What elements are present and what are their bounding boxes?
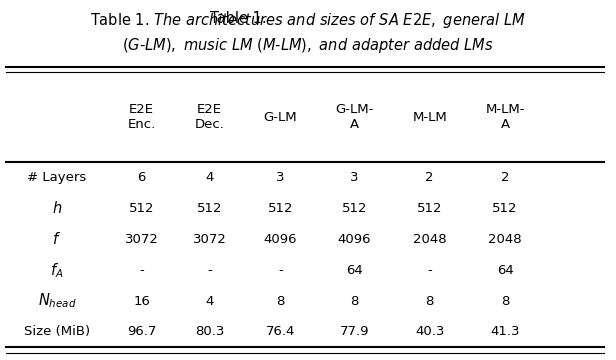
Text: 4096: 4096 <box>338 233 371 246</box>
Text: Size (MiB): Size (MiB) <box>24 325 90 338</box>
Text: 2048: 2048 <box>413 233 447 246</box>
Text: -: - <box>428 264 432 276</box>
Text: 512: 512 <box>267 202 293 215</box>
Text: 3072: 3072 <box>125 233 158 246</box>
Text: Table 1. $\it{The\ architectures\ and\ sizes\ of\ SA\ E2E,\ general\ LM}$: Table 1. $\it{The\ architectures\ and\ s… <box>90 11 526 30</box>
Text: 41.3: 41.3 <box>490 325 520 338</box>
Text: $h$: $h$ <box>52 201 62 216</box>
Text: 512: 512 <box>197 202 222 215</box>
Text: 4096: 4096 <box>264 233 297 246</box>
Text: 2: 2 <box>426 171 434 184</box>
Text: 16: 16 <box>133 294 150 307</box>
Text: 3: 3 <box>350 171 359 184</box>
Text: 2048: 2048 <box>488 233 522 246</box>
Text: -: - <box>139 264 144 276</box>
Text: 6: 6 <box>137 171 146 184</box>
Text: 64: 64 <box>496 264 514 276</box>
Text: # Layers: # Layers <box>27 171 87 184</box>
Text: M-LM-
A: M-LM- A <box>485 103 525 131</box>
Text: -: - <box>278 264 283 276</box>
Text: 8: 8 <box>501 294 509 307</box>
Text: Table 1.: Table 1. <box>210 11 406 26</box>
Text: 3: 3 <box>276 171 285 184</box>
Text: M-LM: M-LM <box>412 111 447 123</box>
Text: G-LM-
A: G-LM- A <box>335 103 373 131</box>
Text: 512: 512 <box>341 202 367 215</box>
Text: 8: 8 <box>350 294 359 307</box>
Text: $\it{(G\text{-}LM),\ music\ LM\ (M\text{-}LM),\ and\ adapter\ added\ LMs}$: $\it{(G\text{-}LM),\ music\ LM\ (M\text{… <box>122 36 494 55</box>
Text: 96.7: 96.7 <box>127 325 156 338</box>
Text: 4: 4 <box>205 171 214 184</box>
Text: 512: 512 <box>492 202 518 215</box>
Text: 512: 512 <box>417 202 442 215</box>
Text: 8: 8 <box>276 294 285 307</box>
Text: 3072: 3072 <box>193 233 226 246</box>
Text: 64: 64 <box>346 264 363 276</box>
Text: 80.3: 80.3 <box>195 325 224 338</box>
Text: $N_{head}$: $N_{head}$ <box>38 292 76 310</box>
Text: 2: 2 <box>501 171 509 184</box>
Text: E2E
Enc.: E2E Enc. <box>128 103 156 131</box>
Text: 4: 4 <box>205 294 214 307</box>
Text: 76.4: 76.4 <box>265 325 295 338</box>
Text: 8: 8 <box>426 294 434 307</box>
Text: $f_A$: $f_A$ <box>51 261 63 279</box>
Text: $f$: $f$ <box>52 231 62 247</box>
Text: -: - <box>207 264 212 276</box>
Text: G-LM: G-LM <box>264 111 297 123</box>
Text: E2E
Dec.: E2E Dec. <box>195 103 224 131</box>
Text: 512: 512 <box>129 202 155 215</box>
Text: 40.3: 40.3 <box>415 325 444 338</box>
Text: 77.9: 77.9 <box>339 325 369 338</box>
